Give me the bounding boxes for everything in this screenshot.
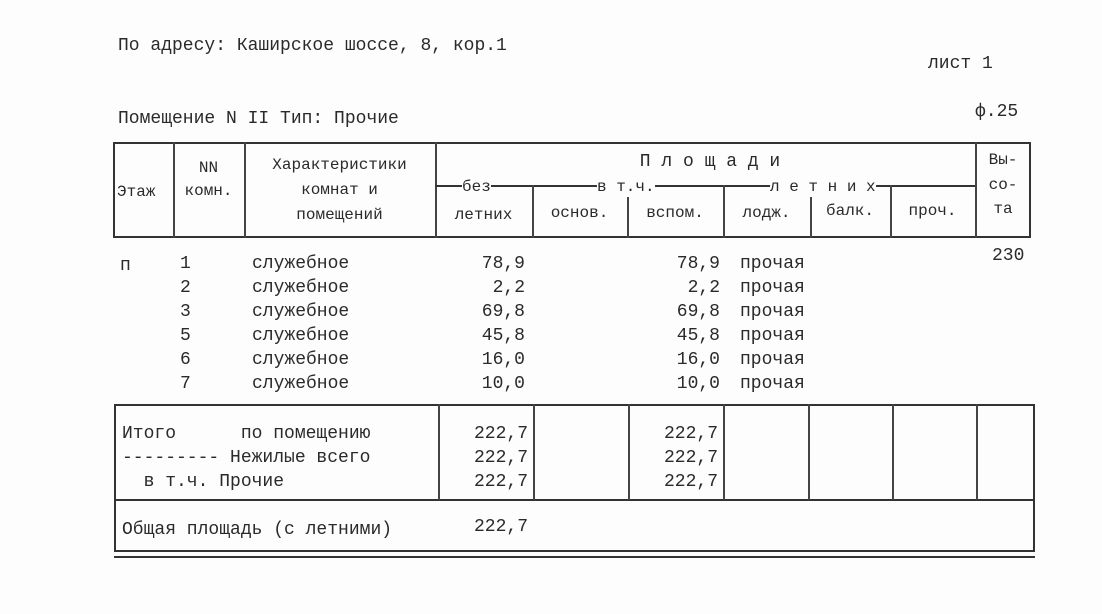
form-number: ф.25 [975,102,1019,122]
room-type: прочая [740,350,805,370]
column-divider [808,404,810,500]
overall-value: 222,7 [473,517,528,537]
area-total: 2,2 [492,278,525,298]
area-vspom: 45,8 [676,326,720,346]
header-char: комнат и [301,181,378,199]
header-subdivider [435,185,975,187]
room-name: служебное [252,326,350,346]
totals-box [114,404,1035,552]
header-col: основ. [550,204,609,222]
total-label: Итого по помещению [122,424,371,444]
total-label: в т.ч. Прочие [122,472,285,492]
table-header [113,142,1031,238]
column-divider [976,404,978,500]
column-divider [890,185,892,238]
total-vspom: 222,7 [663,448,718,468]
room-number: 1 [180,254,191,274]
header-col: балк. [825,202,874,220]
total-area: 222,7 [473,472,528,492]
room-type: прочая [740,326,805,346]
column-divider [810,185,812,238]
height-value: 230 [992,246,1025,266]
total-vspom: 222,7 [663,472,718,492]
room-type: прочая [740,278,805,298]
total-label: --------- Нежилые всего [122,448,371,468]
column-divider [173,142,175,238]
room-name: служебное [252,374,350,394]
total-area: 222,7 [473,424,528,444]
column-divider [244,142,246,238]
room-type: прочая [740,254,805,274]
area-total: 45,8 [481,326,525,346]
header-height: Вы- [988,151,1018,169]
room-number: 2 [180,278,191,298]
area-total: 10,0 [481,374,525,394]
header-char: помещений [296,206,383,224]
room-name: служебное [252,278,350,298]
sheet-number: лист 1 [928,54,993,74]
header-areas: П л о щ а д и [639,152,781,172]
room-info: Помещение N II Тип: Прочие [118,109,399,129]
column-divider [438,404,440,500]
total-area: 222,7 [473,448,528,468]
area-vspom: 16,0 [676,350,720,370]
column-divider [533,404,535,500]
area-vspom: 10,0 [676,374,720,394]
column-divider [723,404,725,500]
column-divider [628,404,630,500]
header-col: проч. [908,202,957,220]
address: По адресу: Каширское шоссе, 8, кор.1 [118,36,507,56]
area-vspom: 2,2 [687,278,720,298]
column-divider [723,185,725,238]
room-name: служебное [252,302,350,322]
header-height: со- [988,176,1018,194]
column-divider [532,185,534,238]
header-bez: без [462,177,491,197]
area-total: 16,0 [481,350,525,370]
area-vspom: 78,9 [676,254,720,274]
column-divider [892,404,894,500]
header-floor: Этаж [117,183,156,201]
header-height: та [993,200,1013,218]
room-type: прочая [740,374,805,394]
room-name: служебное [252,254,350,274]
area-vspom: 69,8 [676,302,720,322]
header-col: летних [454,206,513,224]
room-number: 7 [180,374,191,394]
room-number: 5 [180,326,191,346]
header-letnih: л е т н и х [770,177,876,197]
room-name: служебное [252,350,350,370]
total-vspom: 222,7 [663,424,718,444]
room-type: прочая [740,302,805,322]
floor-value: п [120,256,131,276]
header-char: Характеристики [272,156,407,174]
header-komn: комн. [184,182,233,200]
area-total: 78,9 [481,254,525,274]
column-divider [975,142,977,238]
room-number: 6 [180,350,191,370]
bottom-double-line [114,556,1035,558]
column-divider [627,185,629,238]
room-number: 3 [180,302,191,322]
header-col: лодж. [742,204,791,222]
header-vtch: в т.ч. [597,177,655,197]
area-total: 69,8 [481,302,525,322]
overall-label: Общая площадь (с летними) [122,520,393,540]
header-nn: NN [198,159,219,177]
column-divider [435,142,437,238]
row-divider [114,499,1035,501]
header-col: вспом. [646,204,704,222]
